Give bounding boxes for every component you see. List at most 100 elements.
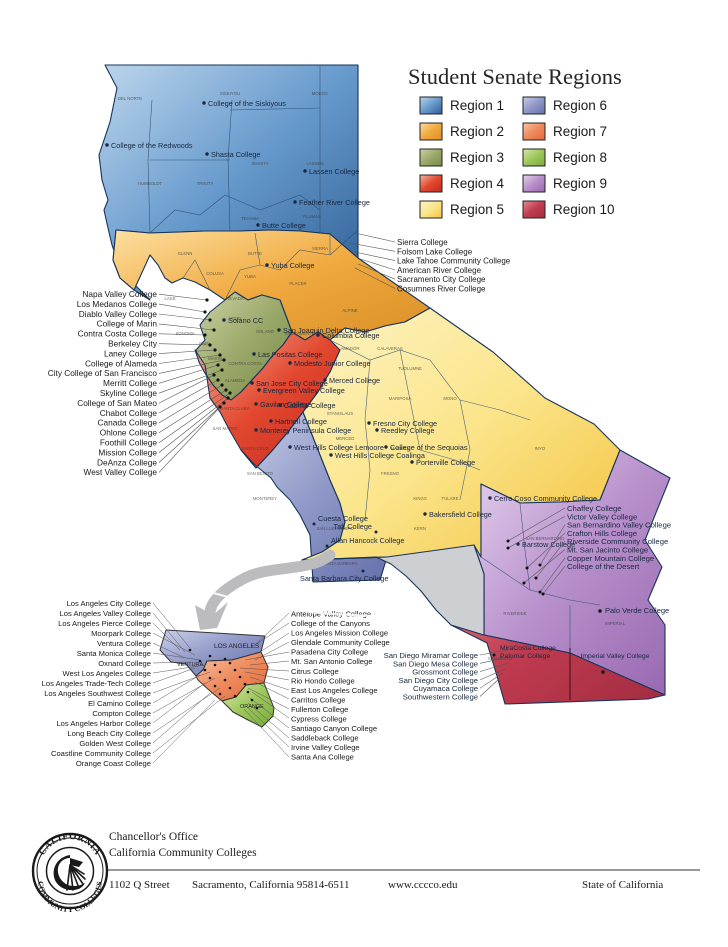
- svg-text:Santa Ana College: Santa Ana College: [291, 753, 354, 762]
- svg-text:Cerro Coso Community College: Cerro Coso Community College: [494, 494, 597, 503]
- svg-text:El Camino College: El Camino College: [88, 699, 151, 708]
- svg-text:Merced College: Merced College: [329, 376, 380, 385]
- svg-text:BUTTE: BUTTE: [248, 251, 262, 256]
- svg-text:Feather River College: Feather River College: [299, 198, 370, 207]
- svg-text:INYO: INYO: [535, 446, 546, 451]
- svg-text:Region 7: Region 7: [553, 124, 607, 139]
- svg-text:Region 2: Region 2: [450, 124, 504, 139]
- svg-text:American River College: American River College: [397, 266, 482, 275]
- svg-text:Sacramento, California 95814-6: Sacramento, California 95814-6511: [192, 879, 350, 891]
- svg-text:Irvine Valley College: Irvine Valley College: [291, 743, 360, 752]
- svg-text:Region 10: Region 10: [553, 202, 615, 217]
- svg-text:TEHAMA: TEHAMA: [241, 216, 259, 221]
- svg-text:SANTA CRUZ: SANTA CRUZ: [242, 446, 269, 451]
- svg-text:Yuba College: Yuba College: [271, 261, 314, 270]
- svg-text:Compton College: Compton College: [92, 709, 151, 718]
- svg-text:Mission College: Mission College: [98, 447, 157, 457]
- svg-text:Oxnard College: Oxnard College: [98, 659, 151, 668]
- svg-text:Berkeley City: Berkeley City: [108, 339, 158, 349]
- svg-text:East Los Angeles College: East Los Angeles College: [291, 686, 378, 695]
- svg-text:Lassen College: Lassen College: [309, 167, 359, 176]
- svg-text:Coastline Community College: Coastline Community College: [51, 749, 151, 758]
- svg-text:Los Angeles Trade-Tech College: Los Angeles Trade-Tech College: [42, 679, 151, 688]
- svg-text:TUOLUMNE: TUOLUMNE: [398, 366, 422, 371]
- svg-text:Allan Hancock College: Allan Hancock College: [331, 536, 404, 545]
- svg-text:West Hills College Coalinga: West Hills College Coalinga: [335, 451, 426, 460]
- svg-text:NEVADA: NEVADA: [226, 296, 243, 301]
- svg-text:Napa Valley College: Napa Valley College: [82, 289, 157, 299]
- svg-text:Los Angeles Southwest College: Los Angeles Southwest College: [44, 689, 151, 698]
- svg-text:CONTRA COSTA: CONTRA COSTA: [228, 361, 262, 366]
- svg-text:Los Angeles City College: Los Angeles City College: [67, 599, 151, 608]
- svg-text:FRESNO: FRESNO: [381, 471, 400, 476]
- svg-text:College of the Desert: College of the Desert: [567, 562, 640, 571]
- svg-text:Shasta College: Shasta College: [211, 150, 261, 159]
- svg-text:Diablo Valley College: Diablo Valley College: [79, 309, 158, 319]
- svg-text:KERN: KERN: [414, 526, 426, 531]
- svg-text:MONTEREY: MONTEREY: [253, 496, 277, 501]
- svg-text:IMPERIAL: IMPERIAL: [605, 621, 626, 626]
- svg-text:Skyline College: Skyline College: [100, 388, 158, 398]
- svg-text:HUMBOLDT: HUMBOLDT: [138, 181, 162, 186]
- svg-text:Mt. San Antonio College: Mt. San Antonio College: [291, 657, 372, 666]
- svg-text:1102 Q Street: 1102 Q Street: [109, 879, 170, 891]
- svg-text:College of the Siskiyous: College of the Siskiyous: [208, 99, 286, 108]
- svg-text:Fullerton College: Fullerton College: [291, 705, 348, 714]
- svg-text:MERCED: MERCED: [336, 436, 355, 441]
- svg-text:Cosumnes River College: Cosumnes River College: [397, 285, 486, 294]
- svg-text:Los Angeles Mission College: Los Angeles Mission College: [291, 629, 388, 638]
- svg-text:Bakersfield College: Bakersfield College: [429, 510, 492, 519]
- svg-text:Orange Coast College: Orange Coast College: [76, 759, 151, 768]
- svg-text:Long Beach City College: Long Beach City College: [67, 729, 151, 738]
- svg-text:Reedley College: Reedley College: [381, 426, 435, 435]
- svg-text:City College of San Francisco: City College of San Francisco: [48, 368, 158, 378]
- svg-text:Evergreen Valley College: Evergreen Valley College: [263, 386, 345, 395]
- svg-text:Palo Verde College: Palo Verde College: [605, 606, 669, 615]
- svg-text:Foothill College: Foothill College: [100, 438, 158, 448]
- svg-text:Taft College: Taft College: [333, 522, 372, 531]
- svg-text:Ohlone College: Ohlone College: [100, 428, 158, 438]
- svg-text:Moorpark College: Moorpark College: [91, 629, 151, 638]
- svg-text:MARIN: MARIN: [208, 356, 222, 361]
- svg-text:SHASTA: SHASTA: [252, 161, 269, 166]
- svg-text:Carritos College: Carritos College: [291, 695, 345, 704]
- svg-text:College of San Mateo: College of San Mateo: [77, 398, 157, 408]
- svg-text:SOLANO: SOLANO: [256, 329, 275, 334]
- svg-text:Los Angeles Harbor College: Los Angeles Harbor College: [56, 719, 151, 728]
- svg-text:DEL NORTE: DEL NORTE: [118, 96, 142, 101]
- svg-text:State of California: State of California: [582, 879, 663, 891]
- svg-text:PLUMAS: PLUMAS: [303, 214, 321, 219]
- svg-text:Chancellor's Office: Chancellor's Office: [109, 831, 198, 843]
- svg-text:MONO: MONO: [443, 396, 457, 401]
- svg-text:Saddleback College: Saddleback College: [291, 734, 359, 743]
- svg-text:Folsom Lake College: Folsom Lake College: [397, 247, 473, 256]
- svg-text:Region 3: Region 3: [450, 150, 504, 165]
- svg-text:RIVERSIDE: RIVERSIDE: [503, 611, 526, 616]
- svg-text:STANISLAUS: STANISLAUS: [327, 411, 354, 416]
- svg-text:College of Alameda: College of Alameda: [85, 358, 157, 368]
- svg-text:Imperial Valley College: Imperial Valley College: [580, 653, 649, 660]
- svg-text:Santiago Canyon College: Santiago Canyon College: [291, 724, 377, 733]
- svg-text:Chabot College: Chabot College: [100, 408, 158, 418]
- svg-text:Ventura College: Ventura College: [97, 639, 151, 648]
- svg-text:Merritt College: Merritt College: [103, 378, 157, 388]
- svg-text:Hartnell College: Hartnell College: [275, 417, 327, 426]
- svg-text:COLUSA: COLUSA: [206, 271, 224, 276]
- svg-text:Region 4: Region 4: [450, 176, 505, 191]
- svg-text:Columbia College: Columbia College: [322, 331, 380, 340]
- svg-text:Pasadena City College: Pasadena City College: [291, 648, 368, 657]
- svg-text:MiraCosta College: MiraCosta College: [500, 645, 556, 652]
- svg-text:Southwestern College: Southwestern College: [403, 693, 478, 702]
- svg-text:PLACER: PLACER: [289, 281, 306, 286]
- svg-text:LOS ANGELES: LOS ANGELES: [214, 643, 260, 650]
- svg-text:SAN MATEO: SAN MATEO: [213, 426, 239, 431]
- svg-text:West Los Angeles College: West Los Angeles College: [62, 669, 151, 678]
- svg-text:LAKE: LAKE: [165, 296, 176, 301]
- svg-text:Sierra College: Sierra College: [397, 238, 448, 247]
- svg-text:TRINITY: TRINITY: [197, 181, 214, 186]
- svg-text:College of the Canyons: College of the Canyons: [291, 619, 370, 628]
- svg-text:Los Medanos College: Los Medanos College: [77, 299, 158, 309]
- svg-text:Porterville College: Porterville College: [416, 458, 475, 467]
- svg-text:SIERRA: SIERRA: [312, 246, 328, 251]
- svg-text:Rio Hondo College: Rio Hondo College: [291, 676, 355, 685]
